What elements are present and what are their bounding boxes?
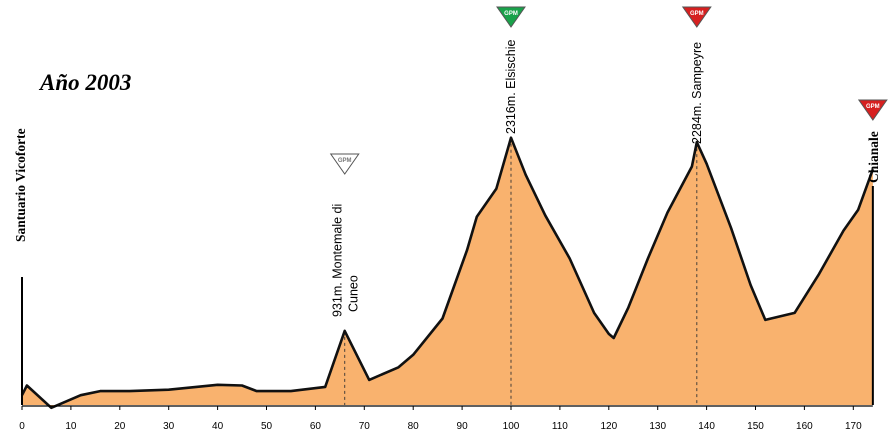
gpm-badge-label: GPM [866,104,880,110]
x-tick-label: 80 [408,421,420,432]
climb-label: Cuneo [347,275,361,312]
x-tick-label: 50 [261,421,273,432]
x-tick-label: 90 [457,421,469,432]
climb-label: 931m. Montemale di [331,204,345,317]
climb-markers: 931m. Montemale di Cuneo GPM 2316m. Elsisch… [329,6,888,405]
x-axis: 0 10 20 30 40 50 60 70 80 90 100 110 120 130 140 150 160… [19,405,873,432]
x-tick-label: 10 [65,421,77,432]
profile-line [20,136,875,410]
profile-layer [20,136,875,410]
climb-label: 2316m. Elsischie [504,39,518,134]
climb-label: 2284m. Sampeyre [690,42,704,144]
gpm-badge [329,153,360,175]
x-tick-label: 30 [163,421,175,432]
x-tick-label: 0 [19,421,25,432]
x-tick-label: 40 [212,421,224,432]
gpm-badge [681,6,712,28]
x-tick-label: 170 [845,421,862,432]
gpm-badge-label: GPM [690,11,704,17]
gpm-badge [496,6,526,28]
gpm-badge [857,99,888,121]
x-tick-label: 70 [359,421,371,432]
x-tick-label: 150 [747,421,764,432]
gpm-badge-label: GPM [338,158,352,164]
x-tick-label: 120 [600,421,617,432]
profile-area [22,137,873,408]
x-tick-label: 160 [796,421,813,432]
x-tick-label: 130 [649,421,666,432]
x-tick-label: 110 [552,421,568,432]
finish-town-label: Chianale [866,131,881,183]
x-tick-label: 20 [114,421,126,432]
gpm-badge-label: GPM [504,11,518,17]
x-tick-label: 60 [310,421,322,432]
start-town-label: Santuario Vicoforte [13,128,28,242]
chart-title: Año 2003 [38,70,131,95]
x-tick-label: 140 [698,421,715,432]
x-tick-label: 100 [503,421,520,432]
